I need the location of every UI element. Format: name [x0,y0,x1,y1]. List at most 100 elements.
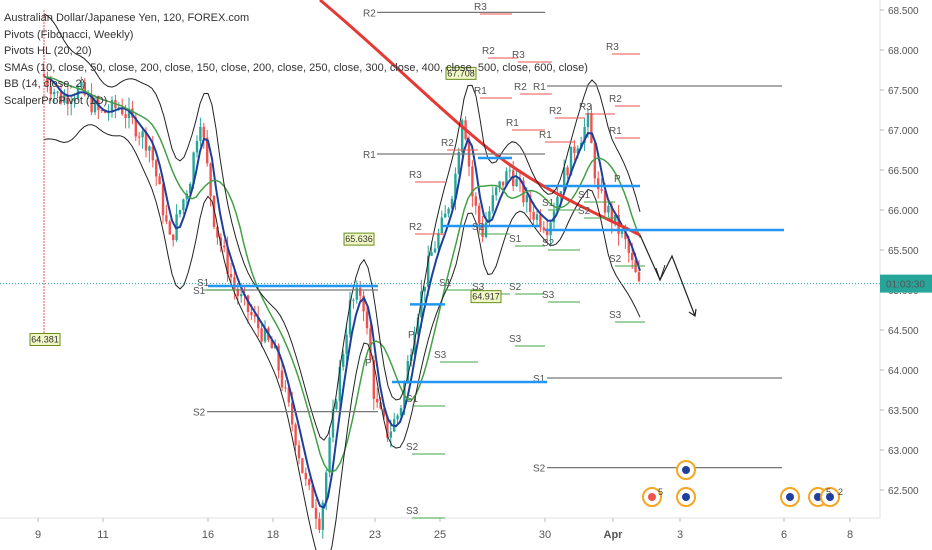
price-flag-label: 65.636 [345,234,373,244]
daily-pivot-label: S1 [578,190,591,201]
candle-body [413,334,416,355]
candle-body [314,507,318,519]
price-flag-box [470,290,502,304]
candle-body [134,117,137,137]
candle-body [155,160,158,177]
candle-body [525,195,528,203]
y-tick-label: 68.500 [888,6,919,17]
candle-body [593,143,596,179]
candle-body [195,141,199,153]
indicator-smas[interactable]: SMAs (10, close, 50, close, 200, close, … [4,61,588,74]
event-flag-icon [682,466,690,474]
candle-body [53,92,56,95]
candle-body [83,81,86,95]
forecast-arrow-head [655,264,666,282]
event-count-label: 5 [658,487,663,497]
candle-body [491,195,494,212]
candle-body [610,205,613,223]
candle-body [586,113,590,128]
candle-body [100,110,103,112]
y-tick-label: 66.000 [888,206,919,217]
y-tick-label: 64.500 [888,326,919,337]
candle-body [437,232,440,249]
candle-body [355,287,358,300]
candle-body [576,148,579,154]
candle-body [484,222,488,238]
pivot-p-label: P [614,174,621,185]
daily-pivot-label: R3 [579,102,592,113]
daily-pivot-label: R1 [474,86,487,97]
symbol-title[interactable]: Australian Dollar/Japanese Yen, 120, FOR… [4,12,250,24]
price-flag-box [445,66,477,80]
candle-body [447,208,450,214]
y-tick-label: 65.500 [888,246,919,257]
y-tick-label: 62.500 [888,486,919,497]
daily-pivot-label: R2 [409,222,422,233]
candle-body [529,195,532,212]
candle-body [563,167,566,192]
candle-body [124,114,127,119]
x-tick-label: 18 [267,529,279,541]
price-flag-box [343,232,375,246]
daily-pivot-label: S1 [439,278,452,289]
indicator-bb[interactable]: BB (14, close, 2) [4,78,86,90]
candle-body [70,101,73,104]
daily-pivot-label: R2 [482,46,495,57]
daily-pivot-label: R2 [514,82,527,93]
indicator-pivots-hl[interactable]: Pivots HL (20, 20) [4,45,92,57]
x-tick-label: 30 [539,529,551,541]
candle-body [192,152,195,184]
x-tick-label: 11 [97,529,108,541]
forecast-arrow-head [688,308,697,318]
event-count-label: 2 [838,487,843,497]
sma200-line [319,0,641,237]
candle-body [199,126,202,142]
candle-body [260,328,263,342]
candle-body [637,272,641,282]
candle-body [369,328,372,361]
candle-body [311,485,314,508]
candle-body [352,299,355,301]
candle-body [59,91,63,103]
candle-body [614,214,617,223]
price-flag-label: 64.917 [472,292,500,302]
daily-pivot-label: S1 [542,198,555,209]
candle-body [158,176,161,185]
candle-body [631,252,634,261]
candle-body [450,198,454,209]
candle-body [512,170,515,187]
price-flag-box [29,333,61,347]
daily-pivot-label: S3 [406,506,419,517]
candle-body [73,98,76,102]
candle-body [229,273,233,278]
candle-body [444,213,447,218]
candle-body [274,345,277,349]
candle-body [141,131,144,138]
candle-body [202,126,205,138]
candle-body [389,431,392,438]
candle-body [189,183,192,194]
candlestick-series [42,67,641,539]
candle-body [63,95,66,103]
candle-body [107,112,110,114]
candle-body [454,173,457,199]
candle-body [600,189,603,191]
candle-body [495,187,498,196]
candle-body [359,287,362,296]
candle-body [328,437,331,473]
candle-body [342,353,345,367]
candle-body [56,91,59,93]
candle-body [433,248,437,253]
candle-body [556,196,559,212]
candle-body [318,518,321,530]
candle-body [542,227,545,231]
event-flag-icon [682,493,690,501]
candle-body [138,136,141,138]
indicator-scalper[interactable]: ScalperProPivot (1D) [4,94,108,107]
candle-body [522,180,525,203]
candle-body [257,316,260,329]
candle-body [325,472,328,503]
indicator-fib-pivots[interactable]: Pivots (Fibonacci, Weekly) [4,28,134,41]
daily-pivot-label: S2 [542,238,555,249]
